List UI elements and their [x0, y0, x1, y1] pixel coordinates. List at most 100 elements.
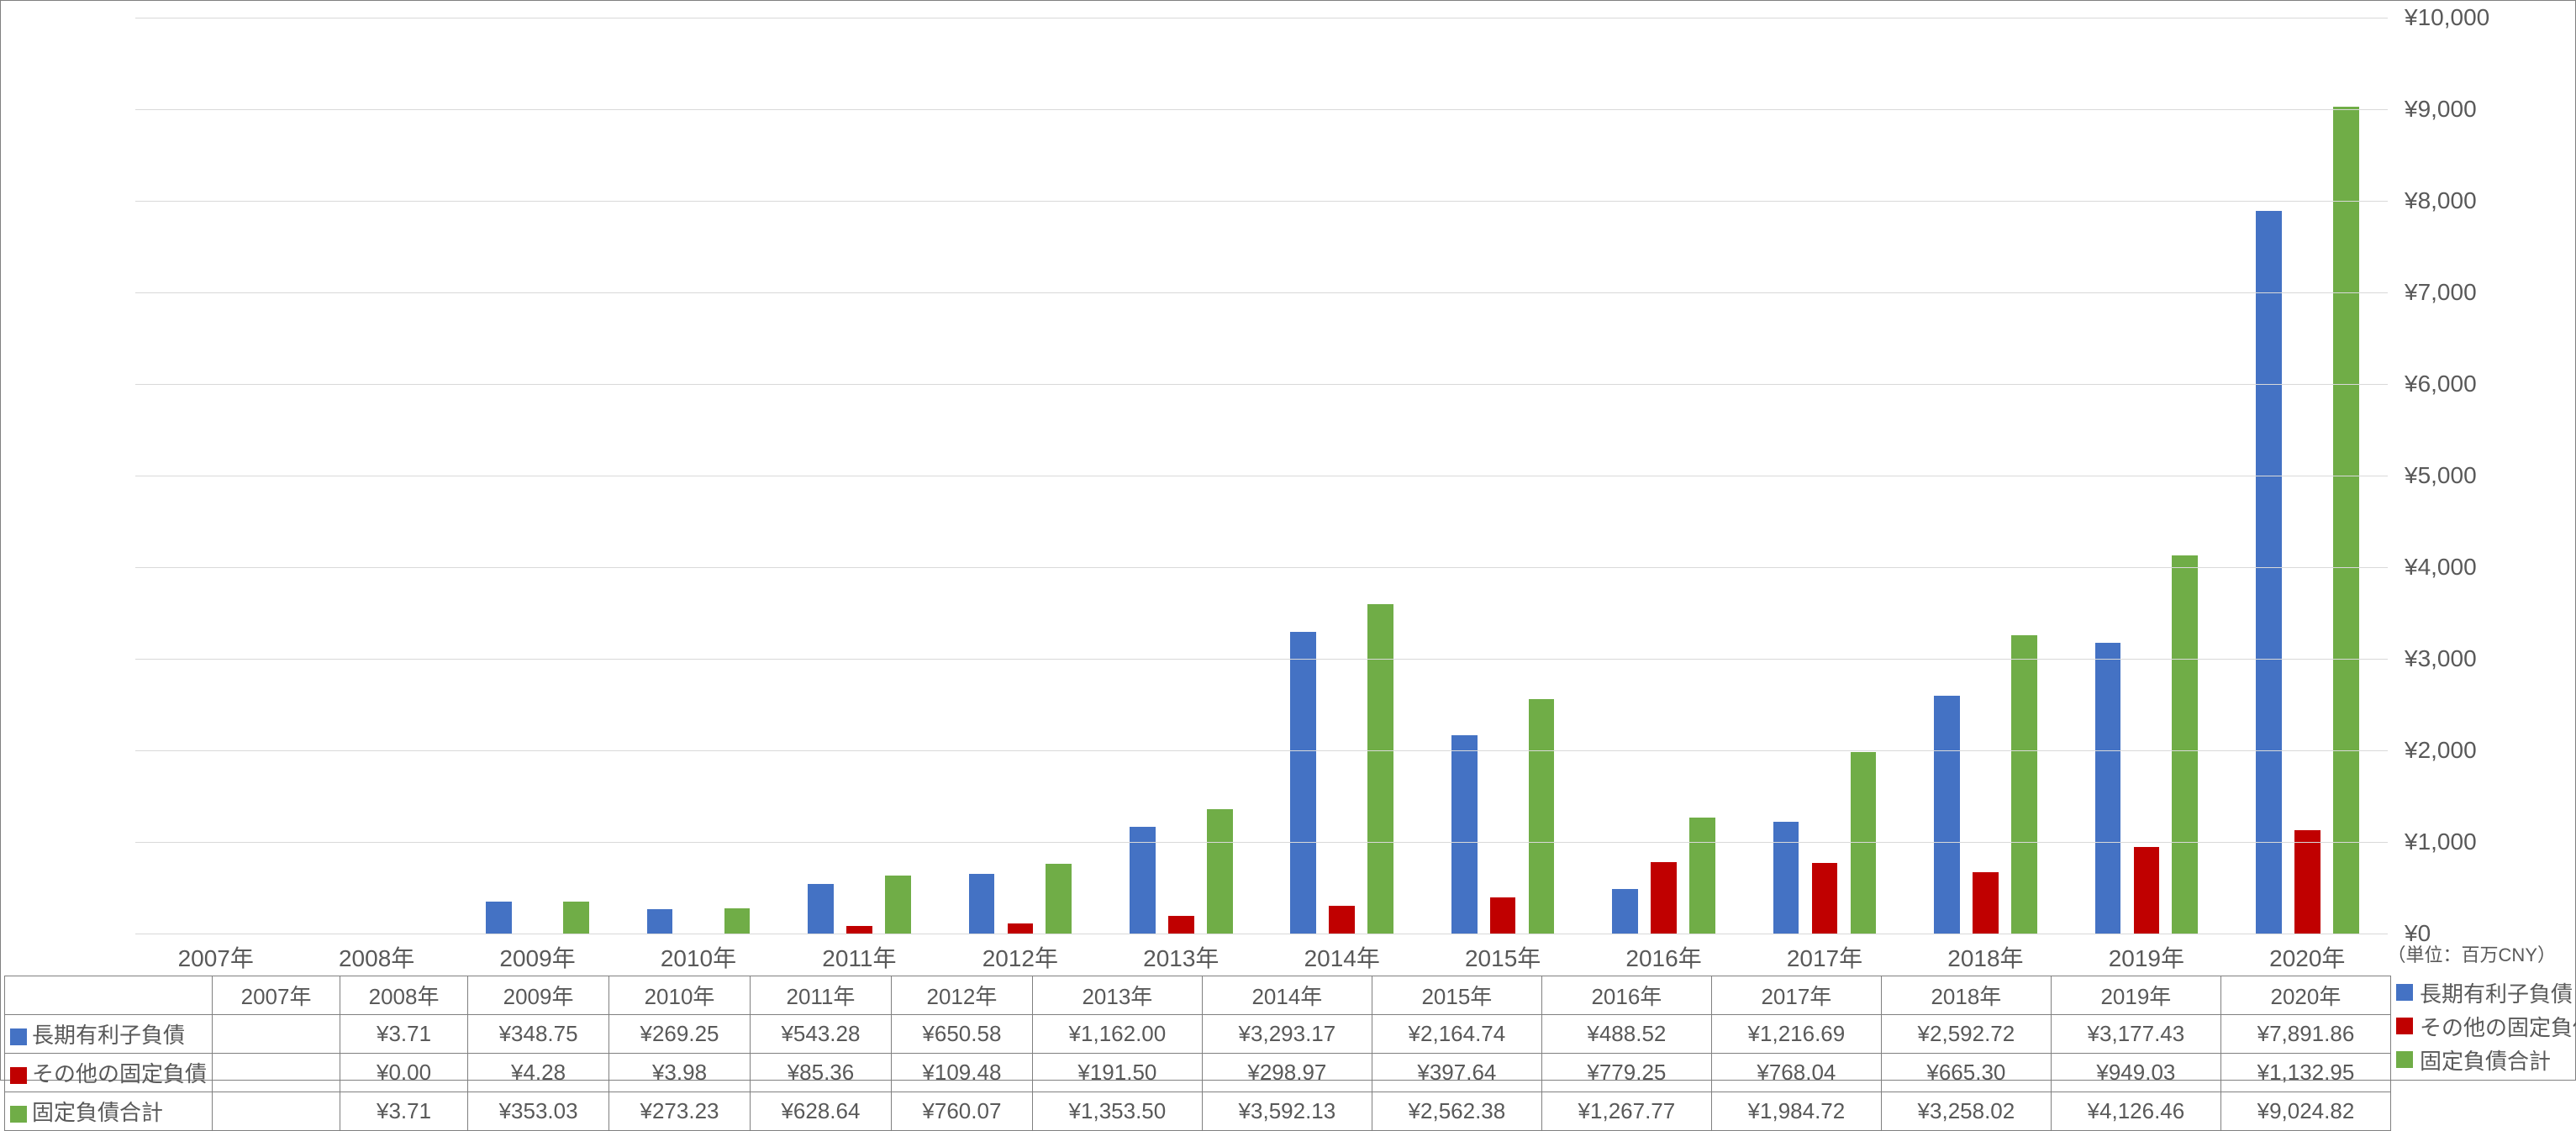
table-header-cell: 2013年	[1032, 976, 1202, 1015]
bar	[1329, 906, 1355, 934]
bar	[1290, 632, 1316, 934]
table-cell: ¥298.97	[1202, 1054, 1372, 1092]
table-cell: ¥3.98	[609, 1054, 751, 1092]
bar	[2294, 830, 2321, 934]
y-tick-label: ¥4,000	[2405, 554, 2539, 581]
category-label: 2008年	[296, 934, 456, 974]
table-cell: ¥2,164.74	[1372, 1015, 1541, 1054]
table-header-cell: 2011年	[750, 976, 891, 1015]
table-header-cell: 2010年	[609, 976, 751, 1015]
table-cell: ¥1,216.69	[1711, 1015, 1881, 1054]
grid-line	[135, 659, 2388, 660]
grid-line	[135, 567, 2388, 568]
legend-label: 固定負債合計	[2420, 1044, 2551, 1076]
legend-item: その他の固定負債	[2396, 1009, 2576, 1043]
bar	[563, 902, 589, 934]
bar	[1651, 862, 1677, 934]
table-cell: ¥348.75	[468, 1015, 609, 1054]
grid-line	[135, 292, 2388, 293]
category-label: 2012年	[940, 934, 1100, 974]
table-cell: ¥191.50	[1032, 1054, 1202, 1092]
table-header-cell: 2019年	[2051, 976, 2220, 1015]
y-tick-label: ¥3,000	[2405, 645, 2539, 672]
table-cell: ¥273.23	[609, 1092, 751, 1131]
table-header-cell: 2018年	[1881, 976, 2051, 1015]
category-label: 2017年	[1744, 934, 1904, 974]
bar	[1973, 872, 1999, 934]
table-cell: ¥397.64	[1372, 1054, 1541, 1092]
category-label: 2009年	[457, 934, 618, 974]
table-cell	[213, 1015, 340, 1054]
series-name: 長期有利子負債	[32, 1023, 185, 1048]
table-cell: ¥628.64	[750, 1092, 891, 1131]
table-header-cell: 2020年	[2220, 976, 2390, 1015]
y-tick-label: ¥1,000	[2405, 829, 2539, 855]
legend-swatch-icon	[10, 1067, 27, 1084]
bar	[2011, 635, 2037, 934]
grid-line	[135, 201, 2388, 202]
table-cell: ¥768.04	[1711, 1054, 1881, 1092]
table-cell: ¥3,177.43	[2051, 1015, 2220, 1054]
table-row: その他の固定負債¥0.00¥4.28¥3.98¥85.36¥109.48¥191…	[5, 1054, 2391, 1092]
bar	[647, 909, 673, 934]
table-cell: ¥1,267.77	[1541, 1092, 1711, 1131]
chart-container: ¥0¥1,000¥2,000¥3,000¥4,000¥5,000¥6,000¥7…	[0, 0, 2576, 1081]
table-cell: ¥2,562.38	[1372, 1092, 1541, 1131]
table-cell: ¥3,293.17	[1202, 1015, 1372, 1054]
bar	[724, 908, 751, 934]
series-name: その他の固定負債	[32, 1061, 207, 1086]
table-header-cell: 2008年	[340, 976, 468, 1015]
category-label: 2011年	[779, 934, 940, 974]
y-tick-label: ¥9,000	[2405, 96, 2539, 123]
table-header-cell: 2017年	[1711, 976, 1881, 1015]
table-cell: ¥650.58	[891, 1015, 1032, 1054]
category-label: 2018年	[1905, 934, 2066, 974]
bar	[1130, 827, 1156, 934]
table-header-cell: 2009年	[468, 976, 609, 1015]
table-cell: ¥109.48	[891, 1054, 1032, 1092]
y-tick-label: ¥6,000	[2405, 371, 2539, 397]
category-label: 2007年	[135, 934, 296, 974]
series-row-header: 固定負債合計	[5, 1092, 213, 1131]
category-label: 2015年	[1422, 934, 1583, 974]
table-cell: ¥7,891.86	[2220, 1015, 2390, 1054]
category-label: 2010年	[618, 934, 778, 974]
table-cell: ¥3.71	[340, 1015, 468, 1054]
legend-swatch-icon	[10, 1106, 27, 1123]
bar	[486, 902, 512, 934]
legend-item: 固定負債合計	[2396, 1043, 2576, 1076]
category-label: 2013年	[1101, 934, 1262, 974]
table-header-cell: 2016年	[1541, 976, 1711, 1015]
plot-area: ¥0¥1,000¥2,000¥3,000¥4,000¥5,000¥6,000¥7…	[135, 18, 2388, 934]
y-tick-label: ¥7,000	[2405, 279, 2539, 306]
table-cell: ¥269.25	[609, 1015, 751, 1054]
legend-label: その他の固定負債	[2420, 1011, 2576, 1042]
table-header-cell: 2007年	[213, 976, 340, 1015]
grid-line	[135, 842, 2388, 843]
table-cell: ¥85.36	[750, 1054, 891, 1092]
bar	[1529, 699, 1555, 934]
table-cell: ¥9,024.82	[2220, 1092, 2390, 1131]
grid-line	[135, 109, 2388, 110]
table-cell: ¥1,132.95	[2220, 1054, 2390, 1092]
series-row-header: 長期有利子負債	[5, 1015, 213, 1054]
bar	[1612, 889, 1638, 934]
table-cell: ¥4,126.46	[2051, 1092, 2220, 1131]
bar	[2134, 847, 2160, 934]
y-tick-label: ¥5,000	[2405, 462, 2539, 489]
table-cell	[213, 1054, 340, 1092]
bar	[2333, 107, 2359, 934]
bar	[969, 874, 995, 934]
table-cell: ¥488.52	[1541, 1015, 1711, 1054]
table-cell: ¥3.71	[340, 1092, 468, 1131]
bar	[2172, 555, 2198, 934]
bar	[1207, 809, 1233, 934]
bar	[808, 884, 834, 934]
table-row: 固定負債合計¥3.71¥353.03¥273.23¥628.64¥760.07¥…	[5, 1092, 2391, 1131]
category-label: 2019年	[2066, 934, 2226, 974]
y-axis-unit-label: （単位：百万CNY）	[2388, 940, 2556, 967]
bar	[1934, 696, 1960, 934]
bar	[2256, 211, 2282, 934]
bar	[1490, 897, 1516, 934]
table-cell: ¥1,353.50	[1032, 1092, 1202, 1131]
